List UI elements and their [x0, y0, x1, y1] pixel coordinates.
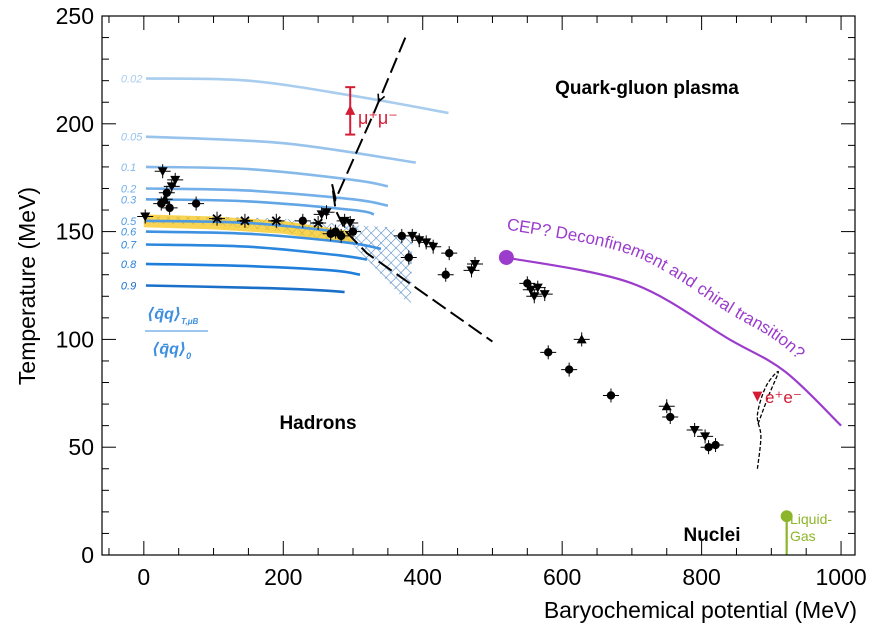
- data-point-circle: [191, 199, 201, 208]
- ee-trajectory-curve: [756, 370, 779, 469]
- data-point-triangle-up: [159, 194, 170, 204]
- data-point-circle: [165, 203, 174, 213]
- data-point-triangle-down: [407, 231, 418, 241]
- data-point-triangle-down: [700, 432, 711, 442]
- data-point-triangle-down: [539, 290, 550, 300]
- x-tick-label: 1000: [815, 564, 866, 590]
- contour-value-label: 0.05: [121, 132, 143, 144]
- condensate-contour-line: [145, 165, 389, 188]
- data-point-triangle-down: [428, 242, 439, 252]
- ee-marker: [752, 391, 763, 402]
- condensate-contour-line: [145, 243, 368, 261]
- condensate-contour-line: [145, 198, 375, 216]
- contour-value-label: 0.5: [121, 216, 137, 228]
- y-tick-label: 50: [68, 434, 94, 460]
- data-point-triangle-down: [170, 175, 181, 185]
- fireball-trajectory-dashed: [331, 37, 493, 343]
- data-point-circle: [348, 227, 358, 236]
- contour-value-label: 0.2: [121, 183, 136, 195]
- y-tick-label: 200: [56, 111, 94, 137]
- data-point-triangle-down: [157, 167, 168, 177]
- condensate-contour-line: [145, 284, 345, 294]
- data-point-circle: [397, 231, 407, 241]
- liquid-gas-label-part: Gas: [790, 528, 816, 544]
- data-point-circle: [564, 365, 574, 374]
- data-point-circle: [441, 270, 450, 279]
- x-tick-label: 200: [264, 564, 302, 590]
- contour-value-label: 0.02: [121, 74, 142, 86]
- data-point-circle: [298, 216, 307, 226]
- data-point-triangle-down: [140, 212, 151, 222]
- mumu-label: μ⁺μ⁻: [358, 108, 398, 128]
- condensate-denominator-sub: 0: [186, 351, 191, 361]
- condensate-numerator-text: ⟨q̄q⟩: [147, 306, 181, 323]
- nuclei-region-label: Nuclei: [683, 525, 740, 546]
- liquid-gas-label: Liquid-Gas: [790, 511, 832, 544]
- cep-label-path: [506, 229, 837, 404]
- data-point-triangle-down: [321, 208, 332, 218]
- condensate-numerator: ⟨q̄q⟩T,μB: [147, 306, 199, 326]
- deconfinement-transition-line: [506, 256, 842, 427]
- condensate-denominator: ⟨q̄q⟩0: [152, 341, 191, 361]
- data-point-triangle-down: [421, 238, 432, 248]
- y-axis-label: Temperature (MeV): [14, 187, 40, 385]
- data-point-circle: [523, 279, 532, 288]
- y-tick-label: 0: [81, 542, 94, 568]
- condensate-contour-line: [145, 187, 389, 207]
- data-point-circle: [711, 440, 720, 450]
- cep-label-textpath: CEP? Deconfinement and chiral transition…: [506, 215, 809, 363]
- data-point-circle: [445, 248, 454, 258]
- data-point-triangle-up: [661, 401, 672, 411]
- contour-value-label: 0.9: [121, 281, 136, 293]
- y-tick-label: 100: [56, 326, 94, 352]
- x-tick-label: 800: [682, 564, 720, 590]
- data-point-triangle-down: [466, 266, 477, 276]
- hadrons-region-label: Hadrons: [279, 413, 356, 434]
- contour-value-label: 0.8: [121, 259, 137, 271]
- contour-value-label: 0.3: [121, 194, 137, 206]
- data-point-circle: [404, 253, 413, 262]
- data-point-star: [239, 216, 250, 226]
- trajectory-arrow-icon: [377, 93, 386, 104]
- liquid-gas-label-part: Liquid-: [790, 511, 832, 527]
- data-point-triangle-down: [166, 182, 177, 192]
- condensate-contour-line: [145, 77, 449, 115]
- data-point-triangle-down: [532, 283, 543, 293]
- y-tick-label: 150: [56, 219, 94, 245]
- data-point-circle: [162, 188, 172, 197]
- data-point-star: [313, 218, 324, 228]
- data-point-star: [271, 216, 282, 226]
- condensate-numerator-sub: T,μB: [181, 317, 198, 326]
- x-tick-label: 600: [543, 564, 581, 590]
- contour-value-label: 0.7: [121, 240, 137, 252]
- cep-marker: [498, 249, 514, 265]
- condensate-contour-line: [145, 135, 416, 164]
- data-point-triangle-down: [689, 425, 700, 435]
- data-point-triangle-up: [576, 334, 587, 344]
- data-point-circle: [336, 231, 346, 241]
- x-tick-label: 400: [404, 564, 442, 590]
- condensate-denominator-text: ⟨q̄q⟩: [152, 341, 186, 358]
- y-tick-label: 250: [56, 3, 94, 29]
- contour-value-label: 0.6: [121, 227, 137, 239]
- x-axis-label: Baryochemical potential (MeV): [544, 597, 857, 623]
- qgp-region-label: Quark-gluon plasma: [555, 78, 739, 99]
- data-point-circle: [606, 391, 616, 400]
- ee-label: e⁺e⁻: [765, 388, 802, 407]
- condensate-contour-line: [145, 230, 382, 251]
- data-point-triangle-down: [470, 259, 481, 269]
- condensate-contour-line: [145, 262, 361, 276]
- data-point-star: [212, 214, 223, 224]
- plot-frame: [101, 15, 856, 556]
- data-point-triangle-down: [345, 218, 356, 228]
- data-point-circle: [666, 412, 675, 422]
- contour-value-label: 0.1: [121, 162, 136, 174]
- x-tick-label: 0: [137, 564, 150, 590]
- data-point-circle: [544, 348, 553, 357]
- liquid-gas-marker: [780, 510, 793, 523]
- cep-transition-label: CEP? Deconfinement and chiral transition…: [506, 215, 809, 363]
- condensate-ratio-label: ⟨q̄q⟩T,μB ⟨q̄q⟩0: [145, 306, 208, 361]
- mumu-marker: [345, 104, 356, 115]
